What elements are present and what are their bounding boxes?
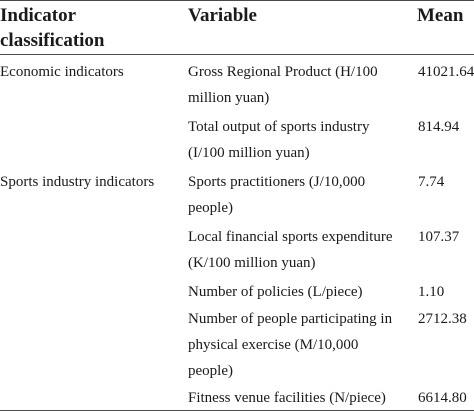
row-4-variable-line-1: Number of policies (L/piece) — [188, 284, 363, 300]
header-variable: Variable — [188, 5, 257, 26]
row-5-variable-line-2: physical exercise (M/10,000 — [188, 337, 359, 353]
header-mean: Mean — [417, 5, 464, 26]
header-indicator-line1: Indicator — [0, 5, 76, 26]
row-0-variable-line-2: million yuan) — [188, 90, 270, 106]
row-2-mean: 7.74 — [418, 174, 445, 190]
row-3-variable-line-1: Local financial sports expenditure — [188, 229, 393, 245]
row-2-variable-line-1: Sports practitioners (J/10,000 — [188, 174, 366, 190]
row-5-variable-line-1: Number of people participating in — [188, 311, 393, 327]
row-5-mean: 2712.38 — [418, 311, 467, 327]
row-1-variable-line-2: (I/100 million yuan) — [188, 145, 310, 161]
row-0-mean: 41021.64 — [418, 64, 474, 80]
row-3-variable: Local financial sports expenditure (K/10… — [188, 224, 393, 276]
row-6-variable-line-1: Fitness venue facilities (N/piece) — [188, 390, 386, 406]
row-2-variable-line-2: people) — [188, 200, 233, 216]
row-0-variable-line-1: Gross Regional Product (H/100 — [188, 64, 378, 80]
header-indicator-line2: classification — [0, 30, 105, 51]
top-rule — [0, 0, 474, 1]
header-indicator-classification: Indicator classification — [0, 3, 170, 53]
row-2-indicator: Sports industry indicators — [0, 174, 155, 190]
row-6-variable: Fitness venue facilities (N/piece) — [188, 385, 386, 411]
row-5-variable-line-3: people) — [188, 363, 233, 379]
row-6-mean: 6614.80 — [418, 390, 467, 406]
row-4-variable: Number of policies (L/piece) — [188, 279, 363, 305]
row-1-mean: 814.94 — [418, 119, 460, 135]
row-1-variable: Total output of sports industry (I/100 m… — [188, 114, 369, 166]
row-3-mean: 107.37 — [418, 229, 460, 245]
row-0-variable: Gross Regional Product (H/100 million yu… — [188, 59, 378, 111]
row-5-variable: Number of people participating in physic… — [188, 306, 392, 384]
row-3-variable-line-2: (K/100 million yuan) — [188, 255, 316, 271]
row-4-mean: 1.10 — [418, 284, 445, 300]
row-0-indicator: Economic indicators — [0, 64, 124, 80]
row-2-variable: Sports practitioners (J/10,000 people) — [188, 169, 365, 221]
row-1-variable-line-1: Total output of sports industry — [188, 119, 370, 135]
header-rule — [0, 54, 474, 55]
